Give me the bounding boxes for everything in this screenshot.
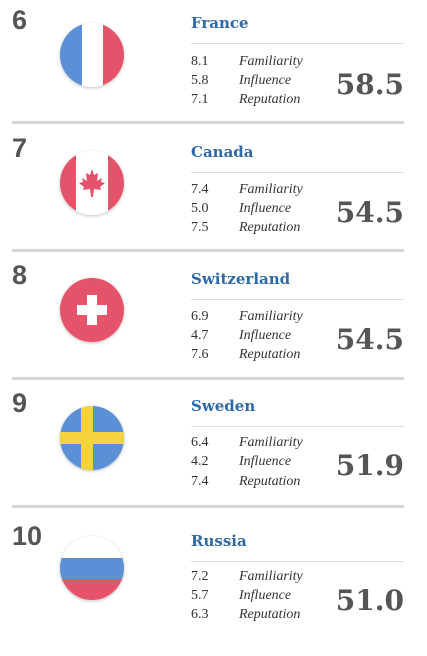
metric-label: Influence [239,588,292,603]
rank-number: 10 [12,521,43,551]
rank-number: 9 [12,388,28,418]
metric-label: Influence [239,454,292,469]
divider [191,561,404,562]
rank-number: 8 [12,260,28,290]
metric-value: 7.4 [191,182,209,197]
sweden-flag-icon [60,406,124,470]
metric-value: 4.7 [191,328,209,343]
country-entry-sweden: 9 Sweden 6.4 Familiarity 4.2 Influence 7.4… [0,383,427,505]
metric-influence: 4.7 Influence [191,328,291,344]
metric-label: Familiarity [239,182,303,197]
total-score: 51.9 [335,449,404,482]
metric-familiarity: 7.2 Familiarity [191,569,303,585]
metric-reputation: 7.5 Reputation [191,220,300,236]
canada-flag-icon [60,151,124,215]
metric-value: 7.4 [191,474,209,489]
russia-flag-icon [60,536,124,600]
entry-separator [12,121,404,124]
country-name[interactable]: Sweden [191,397,256,415]
metric-label: Influence [239,73,292,88]
divider [191,43,404,44]
country-name[interactable]: Canada [191,143,254,161]
metric-value: 5.7 [191,588,209,603]
metric-label: Influence [239,328,292,343]
metric-label: Influence [239,201,292,216]
rank-number: 6 [12,5,28,35]
country-name[interactable]: France [191,14,249,32]
metric-value: 6.9 [191,309,209,324]
metric-influence: 5.7 Influence [191,588,291,604]
metric-influence: 5.0 Influence [191,201,291,217]
divider [191,299,404,300]
entry-separator [12,377,404,380]
divider [191,426,404,427]
metric-reputation: 7.1 Reputation [191,92,300,108]
metric-familiarity: 6.9 Familiarity [191,309,303,325]
country-entry-france: 6 France 8.1 Familiarity 5.8 Influence 7.1… [0,0,427,122]
france-flag-icon [60,23,124,87]
metric-value: 6.3 [191,607,209,622]
metric-label: Reputation [239,92,301,107]
metric-value: 7.2 [191,569,209,584]
metric-value: 7.6 [191,347,209,362]
metric-label: Familiarity [239,569,303,584]
total-score: 58.5 [335,68,404,101]
metric-label: Familiarity [239,309,303,324]
metric-value: 8.1 [191,54,209,69]
entry-separator [12,249,404,252]
metric-reputation: 7.4 Reputation [191,474,300,490]
metric-value: 7.5 [191,220,209,235]
metric-label: Reputation [239,474,301,489]
metric-familiarity: 8.1 Familiarity [191,54,303,70]
entry-separator [12,505,404,508]
metric-label: Reputation [239,220,301,235]
metric-value: 4.2 [191,454,209,469]
divider [191,172,404,173]
metric-familiarity: 7.4 Familiarity [191,182,303,198]
metric-reputation: 7.6 Reputation [191,347,300,363]
country-entry-russia: 10 Russia 7.2 Familiarity 5.7 Influence 6.… [0,511,427,651]
metric-value: 5.0 [191,201,209,216]
country-name[interactable]: Russia [191,532,247,550]
metric-label: Familiarity [239,435,303,450]
metric-value: 6.4 [191,435,209,450]
metric-label: Reputation [239,607,301,622]
metric-influence: 5.8 Influence [191,73,291,89]
metric-value: 5.8 [191,73,209,88]
metric-label: Reputation [239,347,301,362]
metric-influence: 4.2 Influence [191,454,291,470]
country-entry-canada: 7 Canada 7.4 Familiarity 5.0 Influence 7.5… [0,128,427,250]
rank-number: 7 [12,133,28,163]
total-score: 54.5 [335,196,404,229]
metric-reputation: 6.3 Reputation [191,607,300,623]
country-entry-switzerland: 8 Switzerland 6.9 Familiarity 4.7 Influenc… [0,255,427,377]
total-score: 54.5 [335,323,404,356]
metric-familiarity: 6.4 Familiarity [191,435,303,451]
country-name[interactable]: Switzerland [191,270,291,288]
metric-value: 7.1 [191,92,209,107]
total-score: 51.0 [335,584,404,617]
switzerland-flag-icon [60,278,124,342]
metric-label: Familiarity [239,54,303,69]
